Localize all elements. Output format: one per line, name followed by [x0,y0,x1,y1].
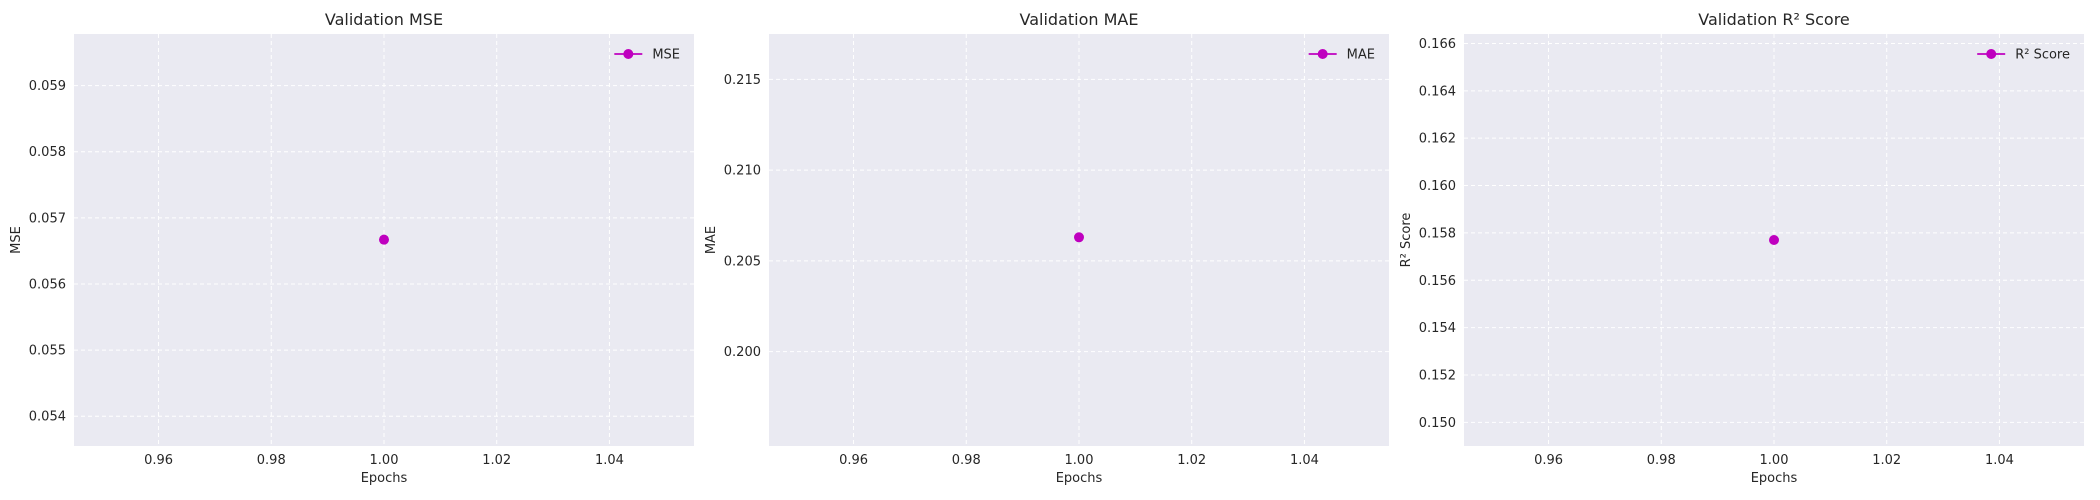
x-tick-label: 0.98 [257,453,286,468]
chart-panel-r2: 0.96 0.98 1.00 1.02 1.04 0.150 0.152 0.154 0.156… [1399,10,2084,486]
y-tick-label: 0.152 [1419,368,1456,383]
legend-label: MSE [652,48,680,63]
data-point [1074,232,1084,243]
x-tick-label: 0.96 [839,453,868,468]
y-axis-label: MSE [9,226,24,254]
data-point [1769,235,1779,245]
y-tick-label: 0.205 [724,254,761,269]
x-tick-label: 1.02 [1872,453,1901,468]
y-tick-label: 0.162 [1419,132,1456,147]
data-point [379,234,389,245]
y-tick-label: 0.156 [1419,274,1456,289]
y-tick-label: 0.200 [724,345,761,360]
y-tick-label: 0.150 [1419,416,1456,431]
chart-title: Validation MAE [1020,10,1139,29]
chart-panel-mse: 0.96 0.98 1.00 1.02 1.04 0.054 0.055 0.056 0.057… [9,10,694,486]
y-tick-label: 0.058 [29,145,66,160]
x-tick-label: 1.04 [1985,453,2014,468]
y-axis-label: MAE [704,226,719,254]
x-tick-label: 1.04 [1290,453,1319,468]
y-axis-label: R² Score [1399,213,1414,268]
y-tick-label: 0.215 [724,73,761,88]
y-tick-label: 0.164 [1419,84,1456,99]
x-tick-label: 1.00 [370,453,399,468]
legend-marker [1986,49,1997,59]
y-tick-label: 0.154 [1419,321,1456,336]
legend-label: MAE [1347,48,1375,63]
x-tick-label: 0.98 [1647,453,1676,468]
x-tick-label: 1.04 [595,453,624,468]
x-tick-label: 0.96 [1534,453,1563,468]
x-tick-label: 0.96 [144,453,173,468]
legend-marker [1317,49,1328,59]
y-tick-label: 0.160 [1419,179,1456,194]
legend-marker [623,49,634,59]
y-tick-label: 0.054 [29,410,66,425]
x-tick-label: 1.02 [482,453,511,468]
x-tick-label: 1.00 [1760,453,1789,468]
chart-title: Validation R² Score [1698,10,1850,29]
x-tick-label: 1.00 [1065,453,1094,468]
x-axis-label: Epochs [361,471,408,486]
x-axis-label: Epochs [1056,471,1103,486]
y-tick-label: 0.158 [1419,226,1456,241]
y-tick-label: 0.210 [724,164,761,179]
x-tick-label: 1.02 [1177,453,1206,468]
x-axis-label: Epochs [1751,471,1798,486]
y-tick-label: 0.056 [29,277,66,292]
chart-title: Validation MSE [325,10,443,29]
y-tick-label: 0.057 [29,211,66,226]
legend-label: R² Score [2015,48,2070,63]
x-tick-label: 0.98 [952,453,981,468]
chart-panel-mae: 0.96 0.98 1.00 1.02 1.04 0.200 0.205 0.210 0.215… [704,10,1389,486]
y-tick-label: 0.059 [29,79,66,94]
y-tick-label: 0.055 [29,344,66,359]
y-tick-label: 0.166 [1419,37,1456,52]
